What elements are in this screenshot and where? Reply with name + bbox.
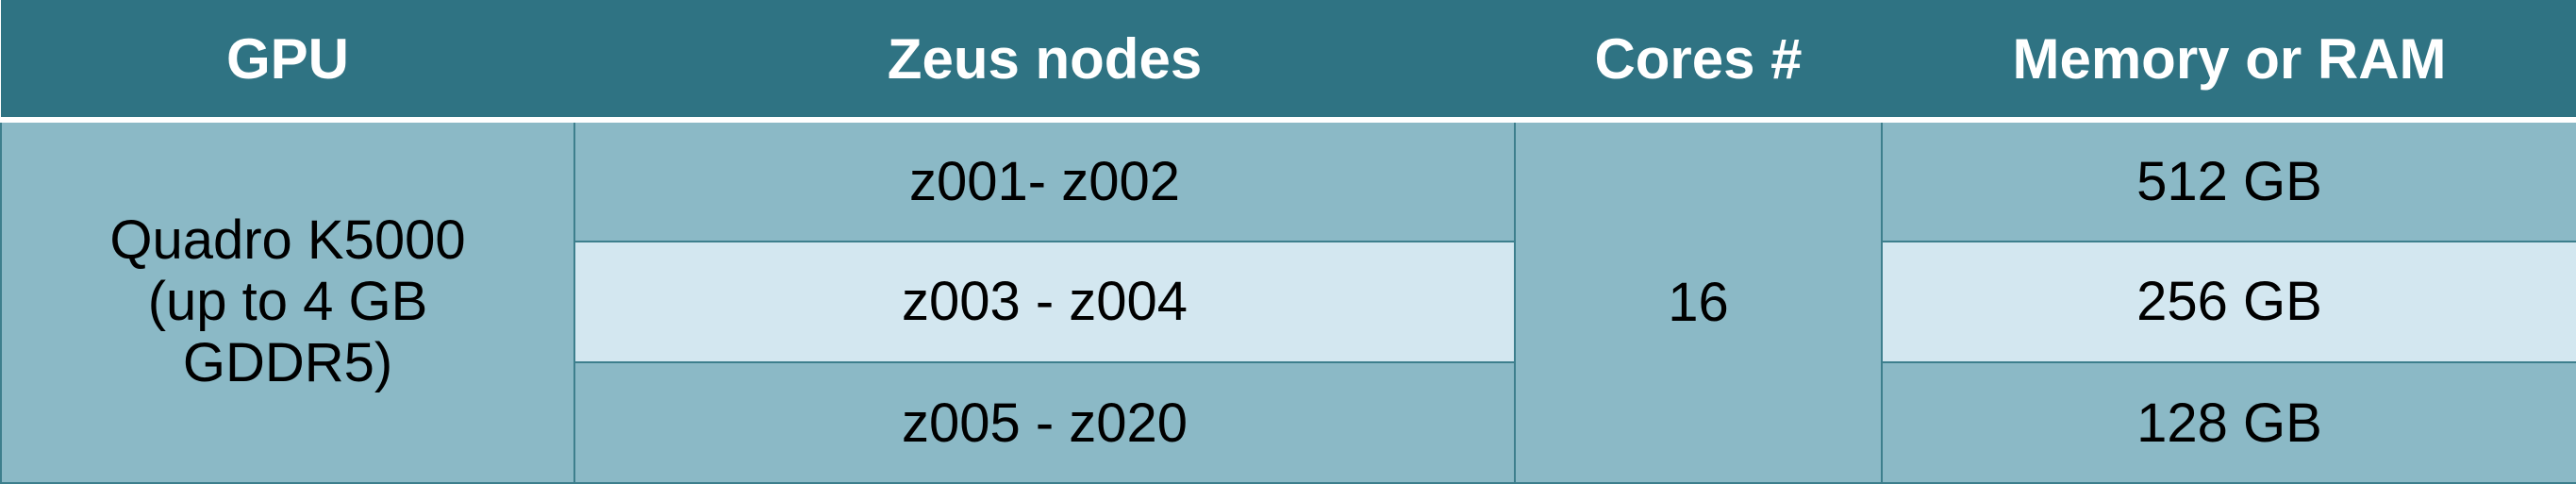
table-body: Quadro K5000 (up to 4 GB GDDR5) z001- z0… [0,119,2576,484]
memory-cell: 256 GB [1881,240,2576,364]
nodes-cell: z005 - z020 [573,361,1516,484]
table-row: z003 - z004 256 GB [1,240,2576,364]
table-row: z005 - z020 128 GB [1,361,2576,484]
memory-cell: 512 GB [1881,119,2576,242]
header-zeus-nodes: Zeus nodes [574,0,1515,123]
header-row: GPU Zeus nodes Cores # Memory or RAM [1,0,2576,123]
nodes-cell: z001- z002 [573,119,1516,242]
gpu-cell: Quadro K5000 (up to 4 GB GDDR5) [0,119,575,484]
gpu-line: (up to 4 GB [147,271,428,333]
header-gpu: GPU [1,0,574,123]
header-cores: Cores # [1515,0,1882,123]
header-memory: Memory or RAM [1882,0,2576,123]
gpu-line: GDDR5) [182,331,393,393]
gpu-line: Quadro K5000 [109,209,466,272]
table-row: Quadro K5000 (up to 4 GB GDDR5) z001- z0… [0,119,2576,484]
memory-cell: 128 GB [1881,361,2576,484]
cores-cell: 16 [1514,119,1883,484]
table-header: GPU Zeus nodes Cores # Memory or RAM [1,0,2576,123]
nodes-cell: z003 - z004 [573,240,1516,364]
